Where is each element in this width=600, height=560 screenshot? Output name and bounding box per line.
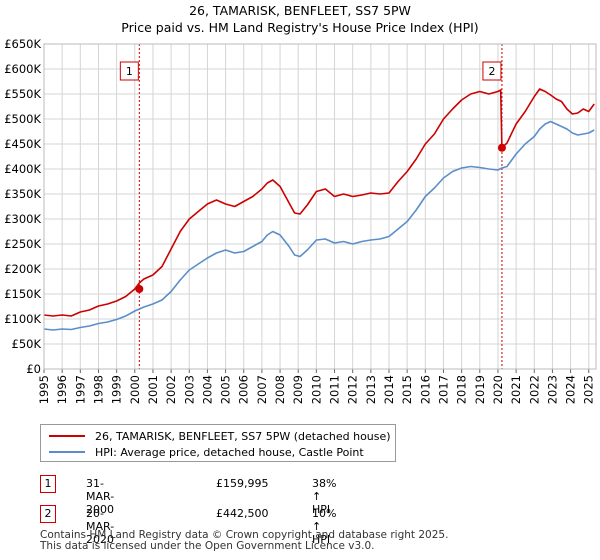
- y-tick-label: £250K: [4, 237, 41, 251]
- annotation-box: [119, 61, 139, 81]
- y-tick-label: £50K: [12, 337, 42, 351]
- annotation-label: 2: [488, 65, 495, 78]
- y-axis: £0 £50K £100K £150K £200K £250K £300K £350K £400…: [4, 37, 41, 376]
- sale-points: [135, 143, 506, 294]
- footer: Contains HM Land Registry data © Crown c…: [40, 530, 448, 552]
- x-tick-label: 2013: [364, 375, 378, 404]
- y-tick-label: £200K: [4, 262, 41, 276]
- legend-red-line: [49, 435, 85, 437]
- y-tick-label: £550K: [4, 87, 41, 101]
- x-tick-label: 2022: [527, 375, 541, 404]
- x-tick-label: 1998: [91, 375, 105, 404]
- sale-number-2: 2: [40, 505, 56, 523]
- x-tick-label: 2010: [309, 375, 323, 404]
- hpi-line: [43, 120, 595, 331]
- x-tick-label: 2021: [509, 375, 523, 404]
- x-tick-label: 2018: [455, 375, 469, 404]
- x-tick-label: 2016: [418, 375, 432, 404]
- y-tick-label: £150K: [4, 287, 41, 301]
- sale-markers: [138, 44, 503, 369]
- title-line-1: 26, TAMARISK, BENFLEET, SS7 5PW: [189, 3, 411, 18]
- property-price-line: [43, 88, 595, 317]
- y-tick-label: £400K: [4, 162, 41, 176]
- legend: 26, TAMARISK, BENFLEET, SS7 5PW (detache…: [40, 424, 396, 462]
- sale-number-1: 1: [40, 475, 56, 493]
- y-tick-label: £300K: [4, 212, 41, 226]
- y-tick-label: £450K: [4, 137, 41, 151]
- sale-point: [135, 285, 144, 294]
- x-tick-label: 1995: [37, 375, 51, 404]
- sale-price-1: £159,995: [216, 477, 269, 490]
- x-tick-label: 2025: [582, 375, 596, 404]
- x-tick-label: 2023: [545, 375, 559, 404]
- x-tick-label: 2007: [255, 375, 269, 404]
- x-tick-label: 2005: [219, 375, 233, 404]
- x-tick-label: 1997: [73, 375, 87, 404]
- x-tick-label: 2001: [146, 375, 160, 404]
- x-tick-label: 2006: [237, 375, 251, 404]
- x-tick-label: 2019: [473, 375, 487, 404]
- footer-line-2: This data is licensed under the Open Gov…: [40, 540, 375, 552]
- sale-hpi-2: 10% ↑ HPI: [312, 507, 337, 546]
- sale-hpi-1: 38% ↑ HPI: [312, 477, 337, 516]
- x-tick-label: 2002: [164, 375, 178, 404]
- legend-blue-line: [49, 451, 85, 453]
- title-line-2: Price paid vs. HM Land Registry's House …: [121, 20, 479, 35]
- x-tick-label: 2004: [200, 375, 214, 404]
- legend-item-property: 26, TAMARISK, BENFLEET, SS7 5PW (detache…: [49, 428, 391, 444]
- y-tick-label: £650K: [4, 37, 41, 51]
- legend-label-property: 26, TAMARISK, BENFLEET, SS7 5PW (detache…: [95, 429, 391, 443]
- grid: [43, 43, 596, 370]
- x-tick-label: 2008: [273, 375, 287, 404]
- sale-date-2: 20-MAR-2020: [86, 507, 115, 546]
- x-tick-label: 2003: [182, 375, 196, 404]
- y-tick-label: £0: [26, 362, 41, 376]
- price-chart: £0 £50K £100K £150K £200K £250K £300K £350K £400…: [4, 37, 597, 404]
- x-tick-label: 1999: [110, 375, 124, 404]
- x-tick-label: 2024: [564, 375, 578, 404]
- x-tick-label: 2011: [328, 375, 342, 404]
- legend-item-hpi: HPI: Average price, detached house, Cast…: [49, 444, 364, 460]
- x-tick-label: 2020: [491, 375, 505, 404]
- y-tick-label: £500K: [4, 112, 41, 126]
- x-tick-label: 2012: [346, 375, 360, 404]
- x-tick-label: 2017: [436, 375, 450, 404]
- x-tick-label: 2000: [128, 375, 142, 404]
- annotation-box: [482, 61, 502, 81]
- x-tick-label: 2015: [400, 375, 414, 404]
- y-tick-label: £350K: [4, 187, 41, 201]
- plot-frame: [43, 43, 597, 370]
- chart-title: 26, TAMARISK, BENFLEET, SS7 5PW Price pa…: [0, 2, 600, 36]
- series-lines: [43, 88, 595, 331]
- x-axis: 1995 1996 1997 1998 1999 2000 2001 2002 2003 2004…: [37, 369, 596, 404]
- y-tick-label: £100K: [4, 312, 41, 326]
- x-tick-label: 2014: [382, 375, 396, 404]
- x-tick-label: 1996: [55, 375, 69, 404]
- legend-label-hpi: HPI: Average price, detached house, Cast…: [95, 445, 364, 459]
- x-tick-label: 2009: [291, 375, 305, 404]
- sale-point: [497, 143, 506, 152]
- sale-price-2: £442,500: [216, 507, 269, 520]
- annotation-label: 1: [126, 65, 133, 78]
- y-tick-label: £600K: [4, 62, 41, 76]
- footer-line-1: Contains HM Land Registry data © Crown c…: [40, 529, 449, 541]
- sale-date-1: 31-MAR-2000: [86, 477, 115, 516]
